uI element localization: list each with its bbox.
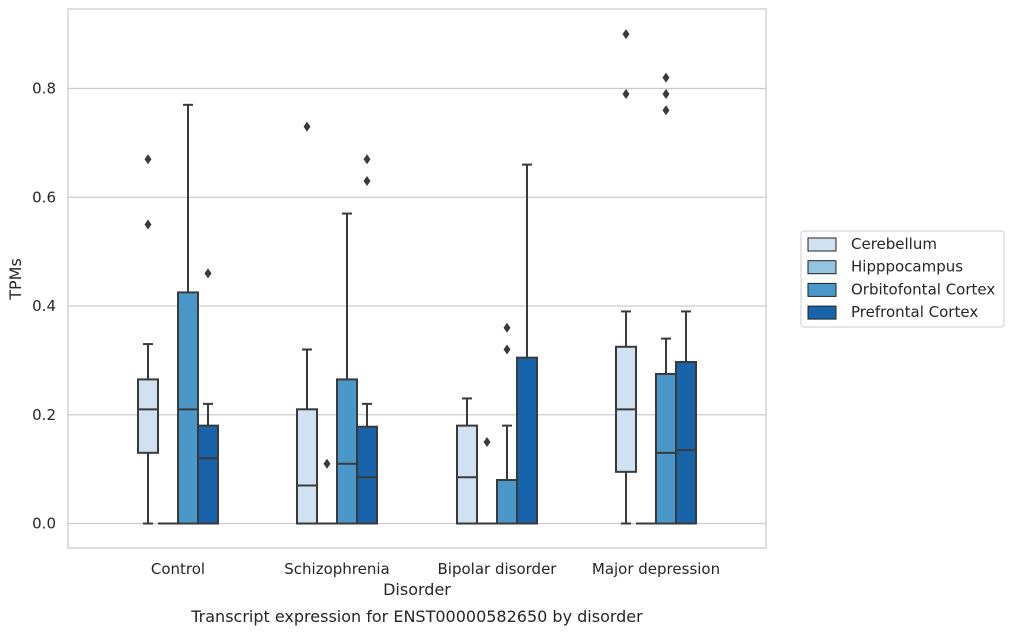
y-tick-label: 0.4 <box>32 297 56 315</box>
plot-frame <box>67 8 767 549</box>
legend-frame <box>800 230 1005 328</box>
x-tick-label: Control <box>151 560 205 578</box>
box-group <box>336 212 358 525</box>
box-iqr <box>356 425 378 525</box>
legend-label: Hipppocampus <box>851 258 963 276</box>
box-group <box>317 458 337 525</box>
y-tick-label: 0.6 <box>32 188 56 206</box>
legend-label: Orbitofontal Cortex <box>851 280 995 298</box>
box-group <box>197 268 219 525</box>
box-group <box>137 154 159 525</box>
outlier-point <box>662 72 670 83</box>
box-iqr <box>197 424 219 525</box>
box-iqr <box>496 479 518 525</box>
box-group <box>516 163 538 525</box>
outlier-point <box>662 88 670 99</box>
box-group <box>296 121 318 525</box>
legend-label: Cerebellum <box>851 235 937 253</box>
outlier-point <box>622 29 630 40</box>
legend: Cerebellum Hipppocampus Orbitofontal Corte… <box>800 230 1005 328</box>
outlier-point <box>363 154 371 165</box>
box-group <box>477 436 497 525</box>
legend-swatch <box>807 305 837 320</box>
box-group <box>655 72 677 525</box>
y-tick-label: 0.2 <box>32 406 56 424</box>
legend-swatch <box>807 282 837 297</box>
x-tick-label: Schizophrenia <box>284 560 389 578</box>
outlier-point <box>503 322 511 333</box>
boxes-layer <box>137 29 697 525</box>
box-group <box>615 29 637 525</box>
box-group <box>356 154 378 525</box>
outlier-point <box>323 458 331 469</box>
legend-swatch <box>807 260 837 275</box>
outlier-point <box>662 105 670 116</box>
outlier-point <box>483 436 491 447</box>
box-iqr <box>516 356 538 525</box>
y-axis-title: TPMs <box>6 258 25 301</box>
y-tick-label: 0.8 <box>32 80 56 98</box>
box-iqr <box>177 291 199 525</box>
box-iqr <box>137 378 159 454</box>
box-group <box>177 103 199 525</box>
outlier-point <box>622 88 630 99</box>
box-group <box>456 397 478 525</box>
x-tick-label: Major depression <box>592 560 720 578</box>
outlier-point <box>503 344 511 355</box>
box-iqr <box>336 378 358 525</box>
box-iqr <box>296 408 318 525</box>
outlier-point <box>303 121 311 132</box>
y-axis: 0.0 0.2 0.4 0.6 0.8 <box>32 80 56 533</box>
outlier-point <box>144 219 152 230</box>
outlier-point <box>363 175 371 186</box>
x-tick-label: Bipolar disorder <box>438 560 558 578</box>
box-iqr <box>675 361 697 525</box>
x-axis: Control Schizophrenia Bipolar disorder Majo… <box>151 560 720 578</box>
x-axis-title: Disorder <box>383 580 451 599</box>
legend-label: Prefrontal Cortex <box>851 303 978 321</box>
outlier-point <box>144 154 152 165</box>
box-iqr <box>655 372 677 525</box>
box-group <box>496 322 518 525</box>
box-group <box>675 310 697 525</box>
box-iqr <box>456 424 478 525</box>
y-tick-label: 0.0 <box>32 515 56 533</box>
legend-swatch <box>807 237 837 252</box>
outlier-point <box>204 268 212 279</box>
chart-caption: Transcript expression for ENST0000058265… <box>190 607 643 626</box>
